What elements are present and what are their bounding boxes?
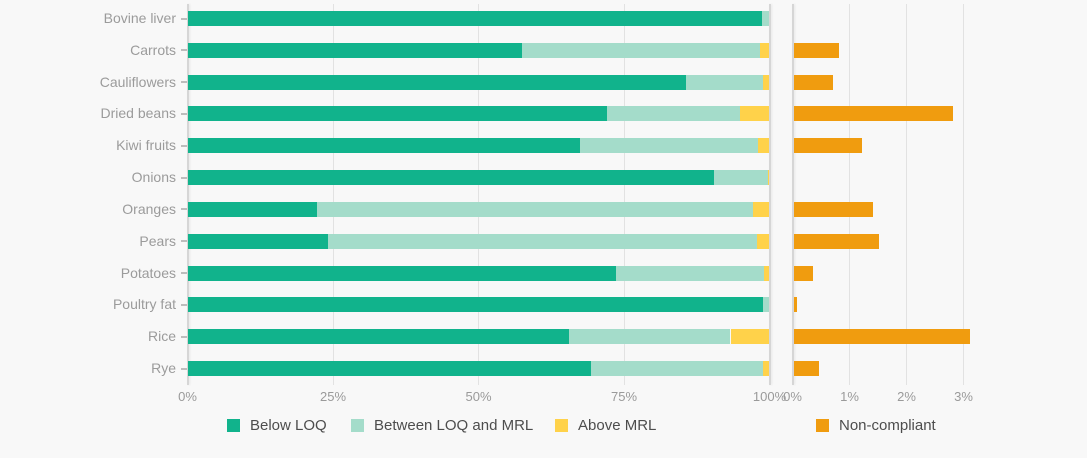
bar-segment-between-loq-and-mrl[interactable] <box>762 297 770 313</box>
category-label: Dried beans <box>100 105 177 122</box>
category-label: Potatoes <box>120 264 176 281</box>
bar-segment-above-mrl[interactable] <box>763 265 770 281</box>
left-gridline-100 <box>769 4 771 385</box>
right-axis-tick-1: 1% <box>840 389 859 404</box>
legend-swatch-icon <box>351 418 364 432</box>
category-label: Pears <box>139 232 176 249</box>
category-tick-mark <box>181 208 187 211</box>
category-label: Oranges <box>122 200 176 217</box>
bar-segment-below-loq[interactable] <box>187 138 581 154</box>
bar-segment-non-compliant[interactable] <box>793 74 834 90</box>
bar-segment-between-loq-and-mrl[interactable] <box>317 201 754 217</box>
bar-segment-above-mrl[interactable] <box>753 201 770 217</box>
category-label: Rice <box>147 328 176 345</box>
left-gridline-50 <box>478 4 479 385</box>
right-gridline-3 <box>963 4 964 385</box>
bar-segment-above-mrl[interactable] <box>740 106 770 122</box>
bar-segment-between-loq-and-mrl[interactable] <box>591 361 763 377</box>
legend-label: Above MRL <box>578 416 657 434</box>
category-tick-mark <box>181 81 187 84</box>
legend-label: Between LOQ and MRL <box>374 416 534 434</box>
legend-swatch-icon <box>227 418 240 432</box>
right-gridline-0 <box>792 4 794 385</box>
legend-item-non-compliant[interactable]: Non-compliant <box>816 416 936 434</box>
bar-segment-below-loq[interactable] <box>187 106 607 122</box>
bar-segment-above-mrl[interactable] <box>762 74 770 90</box>
category-label: Poultry fat <box>112 296 176 313</box>
legend-label: Below LOQ <box>250 416 327 434</box>
right-gridline-2 <box>906 4 907 385</box>
bar-segment-non-compliant[interactable] <box>793 138 862 154</box>
bar-segment-above-mrl[interactable] <box>762 361 770 377</box>
bar-segment-non-compliant[interactable] <box>793 106 954 122</box>
bar-segment-below-loq[interactable] <box>187 170 714 186</box>
category-tick-mark <box>181 303 187 306</box>
legend-item-below-loq[interactable]: Below LOQ <box>227 416 327 434</box>
category-label: Bovine liver <box>103 10 176 26</box>
bar-segment-below-loq[interactable] <box>187 233 329 249</box>
left-axis-tick-75: 75% <box>610 389 638 404</box>
category-label: Rye <box>151 360 176 377</box>
category-tick-mark <box>181 144 187 147</box>
category-label: Cauliflowers <box>99 73 176 90</box>
bar-segment-below-loq[interactable] <box>187 361 592 377</box>
bar-segment-below-loq[interactable] <box>187 329 569 345</box>
bar-segment-above-mrl[interactable] <box>759 42 770 58</box>
category-tick-mark <box>181 335 187 338</box>
category-tick-mark <box>181 176 187 179</box>
bar-segment-between-loq-and-mrl[interactable] <box>761 11 770 26</box>
bar-segment-below-loq[interactable] <box>187 74 686 90</box>
category-label: Carrots <box>130 41 176 58</box>
bar-segment-non-compliant[interactable] <box>793 329 971 345</box>
left-axis-tick-25: 25% <box>319 389 347 404</box>
left-gridline-75 <box>623 4 625 385</box>
bar-segment-non-compliant[interactable] <box>793 265 814 281</box>
category-tick-mark <box>181 240 187 243</box>
bar-segment-above-mrl[interactable] <box>730 329 770 345</box>
category-tick-mark <box>181 17 187 20</box>
bar-segment-non-compliant[interactable] <box>793 361 820 377</box>
right-axis-tick-0: 0% <box>783 389 802 404</box>
bar-segment-between-loq-and-mrl[interactable] <box>616 265 764 281</box>
bar-segment-below-loq[interactable] <box>187 297 763 313</box>
bar-segment-below-loq[interactable] <box>187 42 522 58</box>
left-gridline-25 <box>332 4 334 385</box>
bar-segment-between-loq-and-mrl[interactable] <box>521 42 760 58</box>
bar-segment-between-loq-and-mrl[interactable] <box>580 138 758 154</box>
legend-item-between-loq-and-mrl[interactable]: Between LOQ and MRL <box>351 416 533 434</box>
bar-segment-below-loq[interactable] <box>187 201 318 217</box>
category-tick-mark <box>181 367 187 370</box>
bar-segment-non-compliant[interactable] <box>793 233 879 249</box>
legend-item-above-mrl[interactable]: Above MRL <box>555 416 656 434</box>
legend-label: Non-compliant <box>839 416 936 434</box>
left-axis-tick-100: 100% <box>752 389 787 404</box>
bar-segment-below-loq[interactable] <box>187 265 617 281</box>
bar-segment-between-loq-and-mrl[interactable] <box>685 74 763 90</box>
left-axis-tick-0: 0% <box>178 389 197 404</box>
left-gridline-0 <box>187 4 189 385</box>
category-tick-mark <box>181 49 187 52</box>
right-axis-tick-2: 2% <box>897 389 916 404</box>
bar-segment-non-compliant[interactable] <box>793 297 798 313</box>
bar-segment-non-compliant[interactable] <box>793 42 840 58</box>
left-axis-tick-50: 50% <box>465 389 492 404</box>
bar-segment-above-mrl[interactable] <box>767 170 770 186</box>
right-axis-tick-3: 3% <box>954 389 973 404</box>
category-label: Kiwi fruits <box>116 137 176 154</box>
bar-segment-non-compliant[interactable] <box>793 201 874 217</box>
bar-segment-between-loq-and-mrl[interactable] <box>328 233 757 249</box>
bar-segment-between-loq-and-mrl[interactable] <box>606 106 741 122</box>
bar-segment-between-loq-and-mrl[interactable] <box>568 329 731 345</box>
bar-segment-between-loq-and-mrl[interactable] <box>713 170 768 186</box>
right-gridline-1 <box>849 4 850 385</box>
bar-segment-above-mrl[interactable] <box>757 138 770 154</box>
category-tick-mark <box>181 112 187 115</box>
legend-swatch-icon <box>816 418 829 432</box>
bar-segment-below-loq[interactable] <box>187 11 762 26</box>
category-label: Onions <box>131 169 176 186</box>
legend-swatch-icon <box>555 418 568 432</box>
category-tick-mark <box>181 272 187 275</box>
bar-segment-above-mrl[interactable] <box>756 233 770 249</box>
